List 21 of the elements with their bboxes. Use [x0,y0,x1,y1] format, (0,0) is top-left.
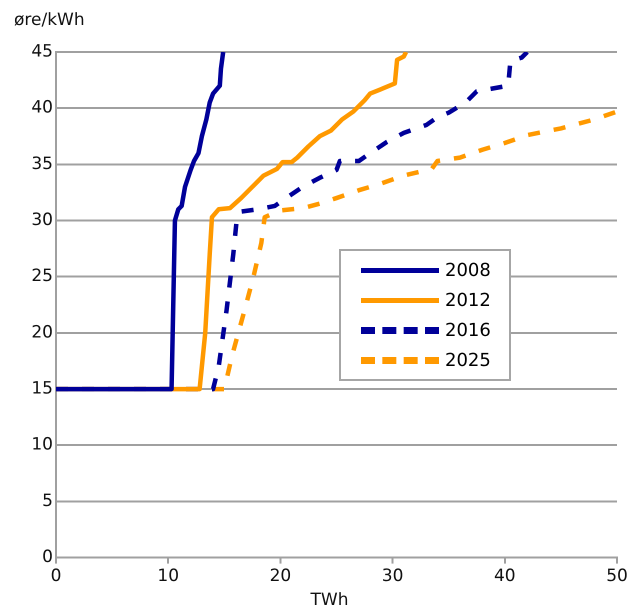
x-axis-title: TWh [310,590,350,610]
x-tick-label: 40 [494,566,516,586]
legend-label: 2008 [445,260,491,280]
y-tick-label: 10 [31,434,53,455]
x-tick-label: 10 [157,566,180,586]
y-tick-label: 45 [31,41,53,62]
legend-label: 2016 [445,320,491,340]
y-tick-label: 0 [42,547,53,568]
y-tick-label: 20 [31,322,53,342]
y-tick-label: 30 [31,210,53,230]
legend-label: 2012 [445,290,491,310]
y-tick-label: 35 [31,154,53,174]
legend-label: 2025 [445,350,491,370]
y-tick-label: 25 [31,266,53,286]
x-tick-label: 30 [382,566,404,586]
y-tick-label: 40 [31,98,53,118]
y-tick-label: 5 [42,490,53,511]
x-tick-label: 20 [270,566,292,586]
y-tick-label: 15 [31,378,53,398]
x-tick-label: 50 [606,566,628,586]
y-axis-title: øre/kWh [14,10,85,30]
